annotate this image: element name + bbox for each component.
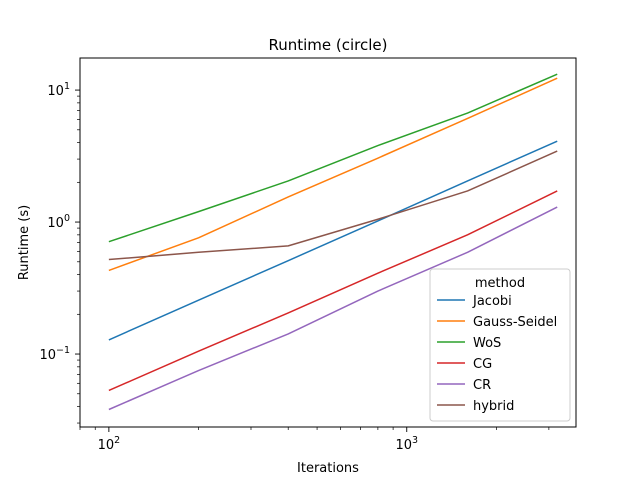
ticks-layer: 102 103 10−1 100 101 — [39, 81, 550, 453]
legend-label-cr: CR — [473, 378, 491, 393]
legend-label-jacobi: Jacobi — [472, 294, 512, 309]
y-tick-label: 101 — [47, 81, 70, 99]
chart-title: Runtime (circle) — [268, 36, 387, 54]
series-line-jacobi — [108, 140, 558, 341]
legend-label-wos: WoS — [473, 336, 501, 351]
legend-title: method — [475, 276, 525, 291]
series-line-cr — [108, 206, 558, 411]
series-line-hybrid — [108, 150, 558, 261]
legend-label-hybrid: hybrid — [473, 399, 514, 414]
y-tick-label: 10−1 — [39, 345, 70, 363]
series-layer — [108, 73, 558, 411]
series-line-cg — [108, 190, 558, 392]
series-line-wos — [108, 73, 558, 243]
legend-label-gauss-seidel: Gauss-Seidel — [473, 315, 557, 330]
y-axis-title: Runtime (s) — [17, 205, 32, 280]
legend-box — [429, 268, 571, 422]
x-tick-label: 102 — [98, 435, 121, 453]
legend: method Jacobi Gauss-Seidel WoS CG CR hybrid — [429, 268, 571, 422]
y-tick-label: 100 — [47, 213, 70, 231]
legend-label-cg: CG — [473, 357, 492, 372]
series-line-gauss-seidel — [108, 77, 558, 272]
x-axis-title: Iterations — [297, 461, 359, 476]
x-tick-label: 103 — [395, 435, 418, 453]
